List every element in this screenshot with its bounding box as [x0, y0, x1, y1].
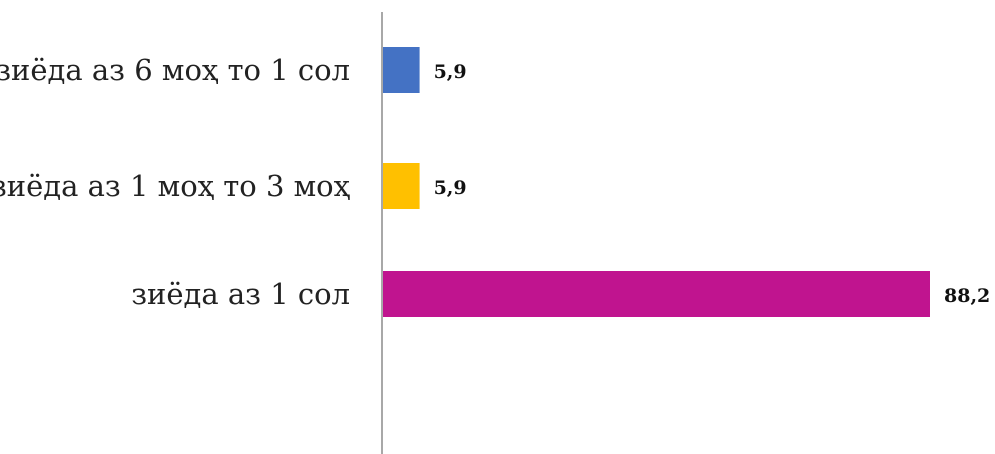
bar-2: [383, 163, 420, 209]
value-label-2: 5,9: [434, 177, 467, 199]
bar-group: зиёда аз 6 моҳ то 1 сол 5,9 зиёда аз 1 моҳ…: [0, 47, 990, 317]
bar-3: [383, 271, 930, 317]
value-label-1: 5,9: [434, 61, 467, 83]
bar-1: [383, 47, 420, 93]
value-label-3: 88,2: [944, 285, 990, 307]
category-label-1: зиёда аз 6 моҳ то 1 сол: [0, 53, 350, 87]
category-label-3: зиёда аз 1 сол: [131, 277, 350, 311]
category-label-2: зиёда аз 1 моҳ то 3 моҳ: [0, 169, 351, 203]
